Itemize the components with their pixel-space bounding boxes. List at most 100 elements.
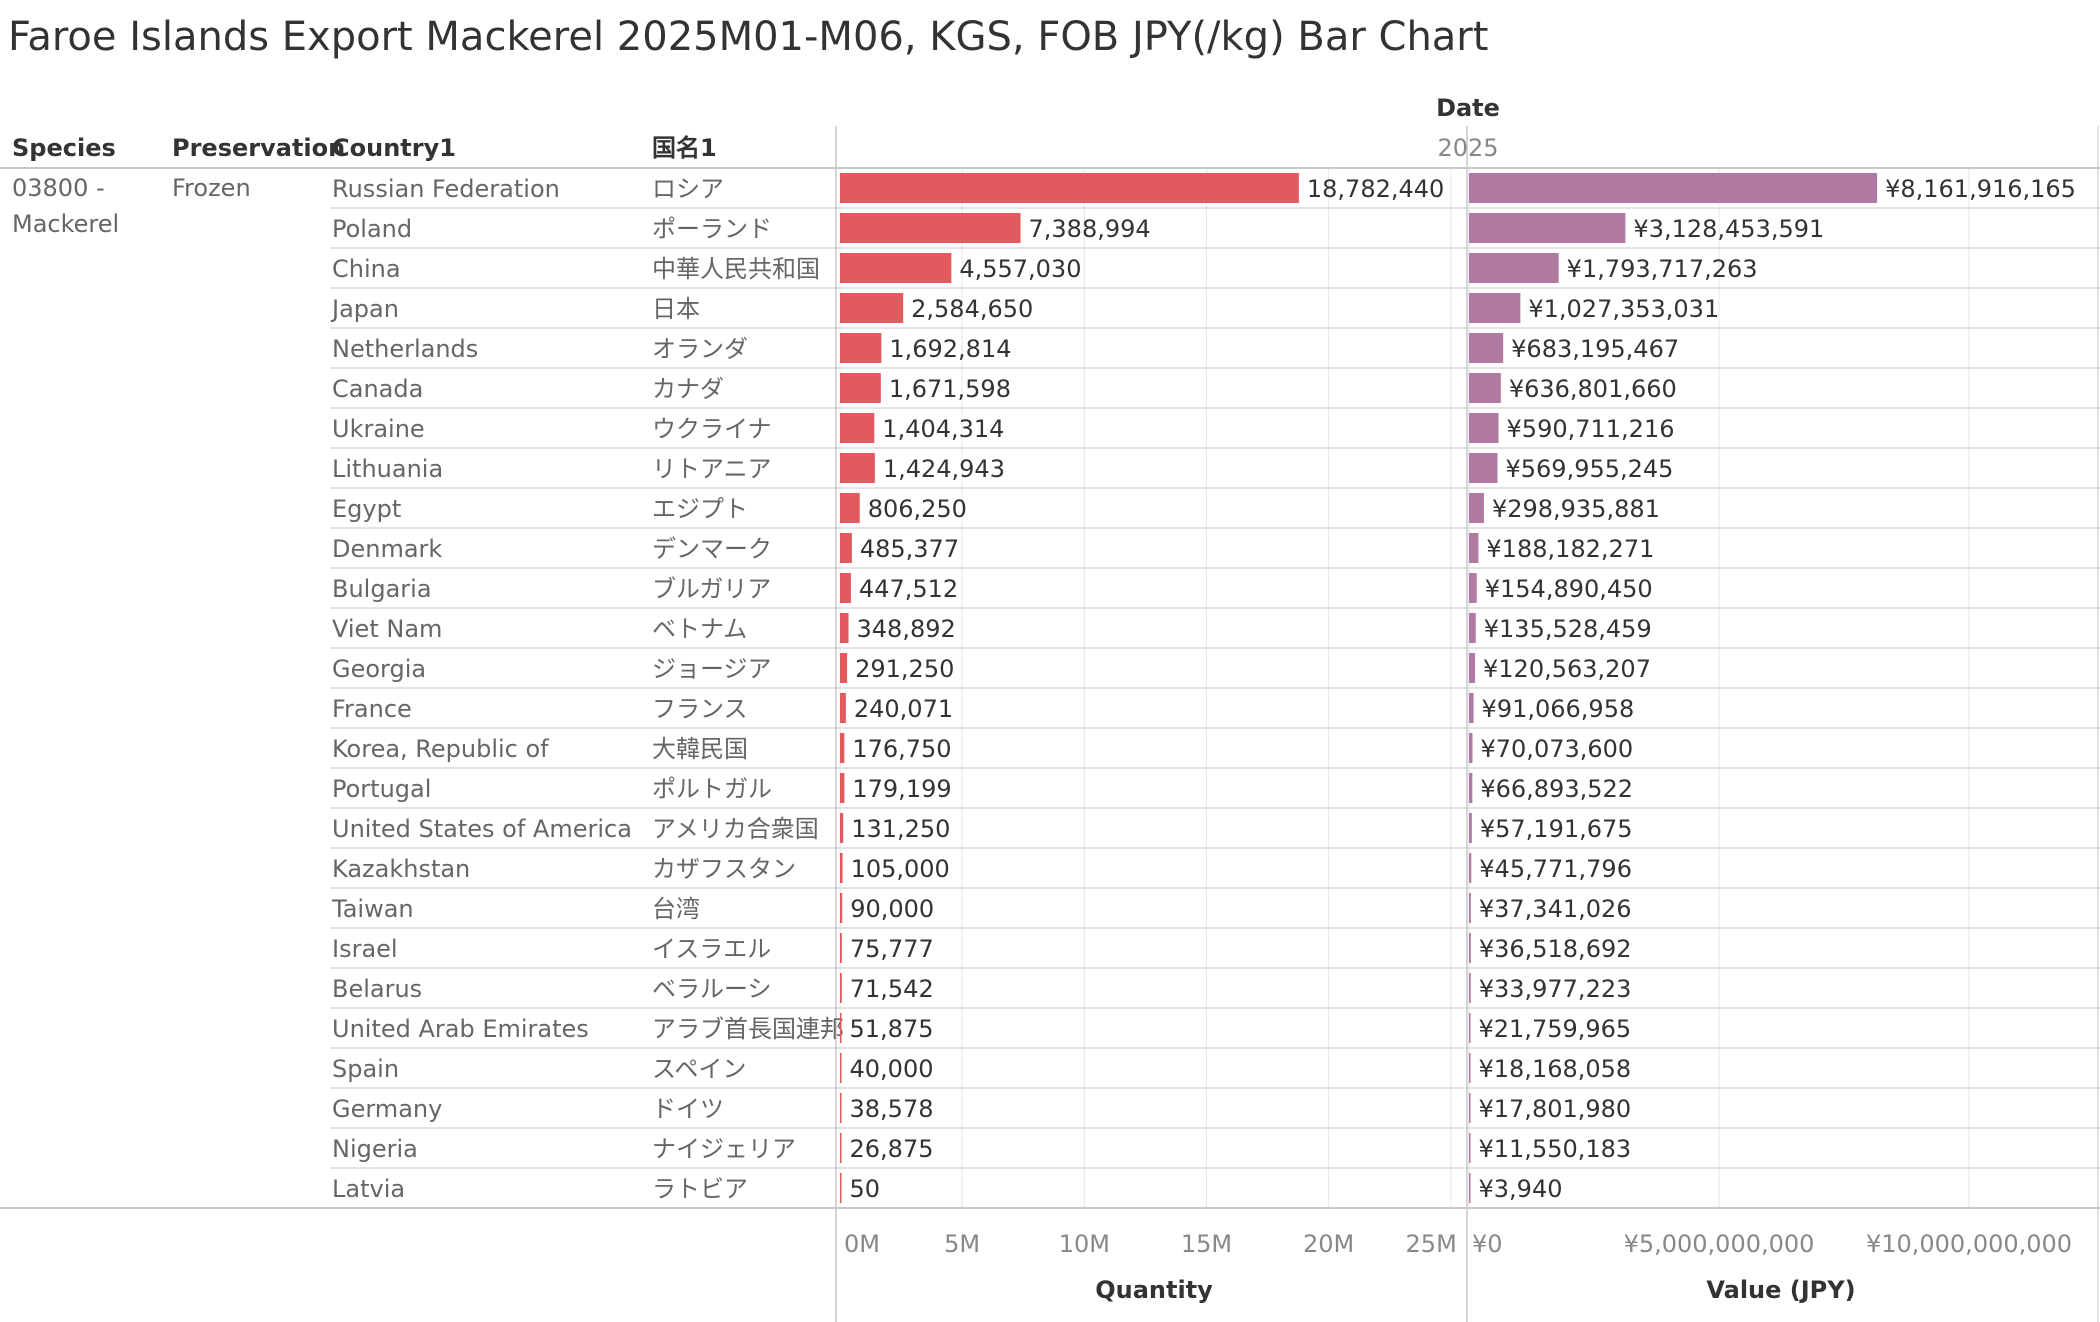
country-ja-label: 日本 (652, 295, 700, 323)
value-bar (1469, 973, 1471, 1003)
value-bar (1469, 613, 1476, 643)
quantity-label: 176,750 (852, 735, 951, 763)
country-ja-label: 大韓民国 (652, 735, 748, 763)
value-label: ¥66,893,522 (1480, 775, 1633, 803)
value-label: ¥590,711,216 (1507, 415, 1675, 443)
x-axis-title-quantity: Quantity (1095, 1276, 1213, 1304)
value-label: ¥120,563,207 (1483, 655, 1651, 683)
country-label: China (332, 255, 401, 283)
country-label: Portugal (332, 775, 431, 803)
country-label: Korea, Republic of (332, 735, 549, 763)
country-label: Japan (330, 295, 399, 323)
quantity-label: 1,671,598 (889, 375, 1011, 403)
value-label: ¥569,955,245 (1505, 455, 1673, 483)
country-label: France (332, 695, 412, 723)
country-ja-label: ポーランド (652, 215, 772, 243)
value-label: ¥683,195,467 (1511, 335, 1679, 363)
value-label: ¥33,977,223 (1479, 975, 1632, 1003)
country-ja-label: カナダ (652, 375, 724, 403)
quantity-label: 71,542 (850, 975, 934, 1003)
value-bar (1469, 373, 1501, 403)
quantity-bar (840, 853, 843, 883)
quantity-label: 131,250 (851, 815, 950, 843)
value-label: ¥21,759,965 (1479, 1015, 1632, 1043)
quantity-label: 50 (850, 1175, 881, 1203)
country-label: Lithuania (332, 455, 443, 483)
country-ja-label: アラブ首長国連邦 (652, 1015, 844, 1043)
value-label: ¥1,027,353,031 (1528, 295, 1719, 323)
quantity-bar (840, 613, 849, 643)
country-ja-label: ポルトガル (652, 775, 772, 803)
axes: 0M 5M 10M 15M 20M 25M ¥0 ¥5,000,000,000 ¥10,000,… (844, 1230, 2072, 1258)
value-label: ¥17,801,980 (1479, 1095, 1632, 1123)
quantity-bar (840, 373, 881, 403)
quantity-label: 447,512 (859, 575, 958, 603)
country-label: Taiwan (331, 895, 414, 923)
country-label: Netherlands (332, 335, 478, 363)
value-bar (1469, 173, 1878, 203)
value-tick-label: ¥5,000,000,000 (1624, 1230, 1815, 1258)
quantity-label: 348,892 (857, 615, 956, 643)
country-label: Spain (332, 1055, 399, 1083)
value-tick-label: ¥10,000,000,000 (1866, 1230, 2072, 1258)
country-label: Belarus (332, 975, 422, 1003)
date-value: 2025 (1437, 134, 1498, 162)
species-name: Mackerel (12, 210, 119, 238)
value-bar (1469, 853, 1472, 883)
value-bar (1469, 733, 1473, 763)
country-ja-label: ウクライナ (652, 415, 772, 443)
quantity-bar (840, 573, 851, 603)
value-label: ¥8,161,916,165 (1885, 175, 2076, 203)
quantity-bar (840, 453, 875, 483)
value-bar (1469, 653, 1476, 683)
country-label: Russian Federation (332, 175, 560, 203)
quantity-label: 485,377 (860, 535, 959, 563)
quantity-bar (840, 533, 852, 563)
quantity-bar (840, 1133, 842, 1163)
species-header: Species (12, 134, 116, 162)
country-ja-label: 台湾 (652, 895, 700, 923)
value-label: ¥45,771,796 (1479, 855, 1632, 883)
country-label: United States of America (332, 815, 632, 843)
quantity-label: 7,388,994 (1029, 215, 1151, 243)
quantity-label: 179,199 (852, 775, 951, 803)
country-label: Germany (332, 1095, 442, 1123)
quantity-bar (840, 213, 1021, 243)
quantity-tick-label: 15M (1181, 1230, 1232, 1258)
quantity-tick-label: 20M (1303, 1230, 1354, 1258)
country-ja-label: イスラエル (652, 935, 771, 963)
country-ja-label: デンマーク (652, 535, 772, 563)
value-label: ¥57,191,675 (1480, 815, 1633, 843)
country-label: Denmark (332, 535, 442, 563)
value-label: ¥91,066,958 (1482, 695, 1635, 723)
value-bar (1469, 573, 1477, 603)
quantity-bar (840, 253, 952, 283)
country-ja-label: ベトナム (652, 615, 747, 643)
quantity-bar (840, 1013, 842, 1043)
country-ja-label: ベラルーシ (652, 975, 772, 1003)
value-bar (1469, 1173, 1471, 1203)
quantity-bar (840, 1053, 842, 1083)
quantity-bar (840, 973, 842, 1003)
quantity-label: 4,557,030 (959, 255, 1081, 283)
country-header: Country1 (332, 134, 456, 162)
quantity-label: 75,777 (850, 935, 934, 963)
value-label: ¥298,935,881 (1492, 495, 1660, 523)
country-ja-label: アメリカ合衆国 (652, 815, 819, 843)
value-bar (1469, 1093, 1471, 1123)
value-bar (1469, 253, 1559, 283)
value-bar (1469, 893, 1471, 923)
quantity-label: 2,584,650 (911, 295, 1033, 323)
value-label: ¥135,528,459 (1484, 615, 1652, 643)
value-label: ¥636,801,660 (1509, 375, 1677, 403)
quantity-bar (840, 1093, 842, 1123)
country-ja-header: 国名1 (652, 134, 717, 162)
value-bar (1469, 293, 1521, 323)
country-ja-label: ナイジェリア (652, 1135, 796, 1163)
country-ja-label: フランス (652, 695, 748, 723)
country-ja-label: リトアニア (652, 455, 772, 483)
quantity-bar (840, 293, 904, 323)
species-code: 03800 - (12, 174, 105, 202)
country-label: United Arab Emirates (332, 1015, 589, 1043)
country-label: Egypt (332, 495, 401, 523)
